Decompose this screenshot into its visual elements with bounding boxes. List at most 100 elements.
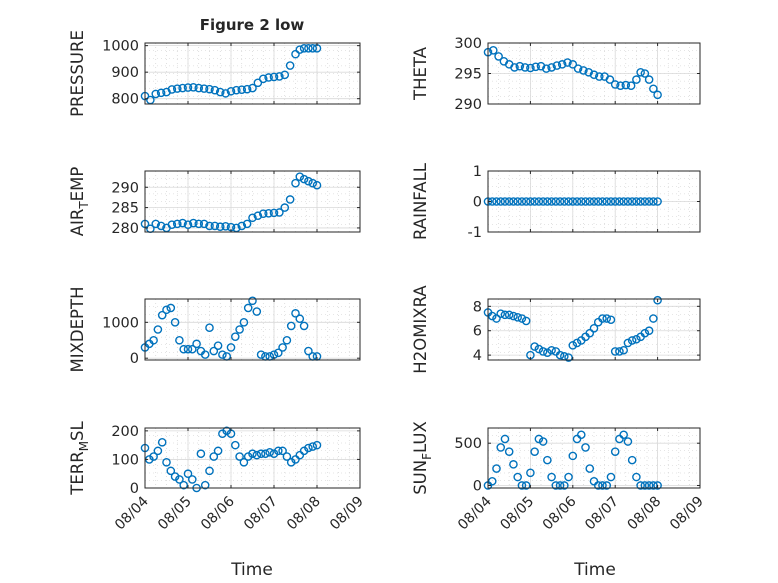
- data-point: [521, 316, 531, 326]
- data-point: [521, 197, 531, 206]
- data-point: [252, 307, 262, 316]
- x-axis-label-left: Time: [230, 560, 273, 580]
- data-point: [632, 334, 641, 344]
- y-axis-label: H2OMIXRA: [411, 285, 430, 374]
- data-point: [248, 296, 257, 306]
- data-point: [488, 46, 498, 55]
- data-point: [602, 197, 612, 206]
- y-tick-label: 1000: [102, 315, 139, 331]
- data-point: [615, 197, 624, 206]
- data-point: [153, 325, 163, 334]
- data-point: [579, 66, 588, 75]
- data-point: [504, 447, 514, 456]
- data-point: [280, 203, 290, 212]
- data-point: [286, 321, 296, 331]
- data-point: [275, 72, 284, 81]
- data-point: [636, 197, 645, 206]
- data-point: [183, 220, 193, 229]
- data-point: [610, 347, 620, 356]
- data-point: [644, 481, 654, 490]
- data-point: [187, 344, 197, 354]
- data-point: [226, 86, 236, 96]
- data-point: [606, 197, 616, 206]
- y-tick-label: 500: [454, 436, 482, 452]
- data-point: [581, 443, 590, 452]
- data-point: [213, 446, 223, 456]
- axes-background: [145, 43, 360, 104]
- data-point: [589, 197, 599, 206]
- data-point: [258, 74, 268, 84]
- data-point: [538, 437, 548, 446]
- data-point: [487, 476, 497, 486]
- axes-box: [487, 427, 701, 489]
- data-point: [170, 318, 180, 327]
- data-point: [530, 447, 539, 456]
- data-point: [282, 335, 292, 345]
- data-point: [230, 440, 240, 450]
- data-point: [275, 208, 284, 217]
- data-point: [636, 67, 645, 77]
- data-point: [560, 197, 569, 206]
- data-point: [568, 341, 578, 350]
- y-tick-label: 290: [111, 180, 139, 196]
- data-point: [504, 197, 514, 206]
- data-point: [215, 222, 225, 232]
- y-axis-label: TERRMSL: [68, 420, 91, 495]
- y-tick-label: 290: [454, 97, 482, 113]
- data-point: [269, 208, 279, 218]
- figure-title: Figure 2 low: [200, 16, 305, 34]
- data-point: [602, 481, 612, 490]
- y-tick-label: -1: [468, 225, 482, 241]
- data-point: [616, 81, 625, 90]
- data-point: [261, 449, 270, 459]
- data-point: [500, 434, 510, 444]
- data-point: [619, 345, 628, 355]
- data-point: [640, 69, 650, 78]
- data-point: [589, 323, 599, 333]
- data-point: [242, 219, 252, 229]
- data-point: [265, 447, 275, 457]
- y-tick-label: 0: [473, 195, 482, 211]
- x-tick-label: 08/05: [155, 494, 195, 534]
- y-tick-label: 4: [473, 348, 482, 364]
- data-point: [285, 61, 295, 70]
- y-axis-label: PRESSURE: [68, 30, 87, 117]
- data-point: [627, 455, 637, 465]
- data-point: [568, 451, 578, 461]
- data-point: [593, 481, 603, 490]
- y-tick-label: 8: [473, 299, 482, 315]
- y-axis-label: MIXDEPTH: [68, 287, 87, 373]
- data-point: [547, 63, 556, 72]
- x-tick-label: 08/06: [540, 493, 580, 533]
- data-point: [153, 446, 163, 456]
- data-point: [649, 84, 658, 94]
- data-point: [653, 481, 662, 490]
- data-point: [568, 197, 578, 206]
- data-point: [215, 87, 225, 97]
- data-point: [515, 61, 525, 71]
- data-point: [209, 452, 219, 461]
- data-point: [205, 221, 214, 231]
- data-point: [167, 220, 177, 229]
- data-point: [230, 332, 240, 341]
- data-point: [278, 446, 287, 456]
- data-point: [623, 197, 633, 206]
- data-point: [492, 464, 501, 473]
- data-point: [492, 197, 501, 206]
- data-point: [253, 211, 263, 221]
- data-point: [291, 49, 300, 59]
- data-point: [221, 222, 230, 231]
- data-point: [598, 314, 607, 323]
- data-point: [210, 85, 220, 95]
- x-tick-label: 08/08: [284, 494, 324, 534]
- x-tick-label: 08/09: [667, 494, 707, 534]
- data-point: [200, 350, 210, 359]
- y-tick-label: 6: [473, 324, 482, 340]
- data-point: [295, 314, 305, 324]
- y-axis-label: RAINFALL: [411, 162, 430, 240]
- data-point: [531, 62, 541, 72]
- data-point: [248, 213, 257, 223]
- data-point: [237, 85, 247, 94]
- data-point: [640, 197, 650, 206]
- x-tick-label: 08/07: [582, 494, 622, 534]
